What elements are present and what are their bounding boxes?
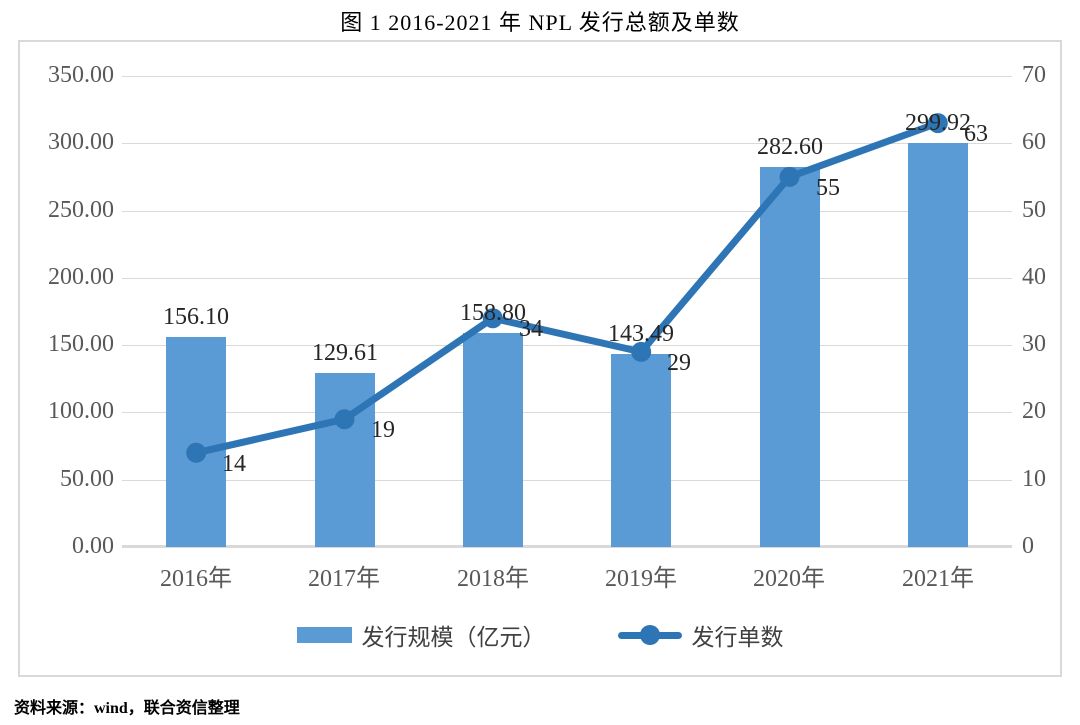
legend-label-bar-series: 发行规模（亿元）	[361, 625, 546, 650]
x-axis-category-label: 2019年	[605, 566, 677, 592]
bar	[611, 354, 671, 547]
y-axis-right-tick-label: 50	[1022, 197, 1046, 223]
line-value-label: 63	[964, 121, 988, 147]
y-axis-right: 70 60 50 40 30 20 10 0	[1022, 62, 1062, 559]
gridline	[122, 143, 1012, 144]
y-axis-left-tick-label: 200.00	[48, 264, 114, 290]
y-axis-right-tick-label: 0	[1022, 533, 1034, 559]
legend-item-bar-series: 发行规模（亿元）	[296, 618, 546, 652]
line-value-label: 19	[371, 417, 395, 443]
y-axis-left-tick-label: 100.00	[48, 398, 114, 424]
y-axis-left-tick-label: 50.00	[60, 466, 114, 492]
y-axis-right-tick-label: 60	[1022, 129, 1046, 155]
line-value-label: 55	[816, 175, 840, 201]
bar	[166, 337, 226, 547]
x-axis-category-label: 2016年	[160, 566, 232, 592]
x-axis-category-label: 2017年	[308, 566, 380, 592]
plot-area: 156.10 129.61 158.80 143.49 282.60 299.92 14 19…	[122, 76, 1012, 548]
chart-title: 图 1 2016-2021 年 NPL 发行总额及单数	[340, 10, 740, 35]
gridline	[122, 345, 1012, 346]
gridline	[122, 480, 1012, 481]
y-axis-right-tick-label: 70	[1022, 62, 1046, 88]
bar-value-label: 158.80	[460, 300, 526, 326]
x-axis-category-label: 2020年	[753, 566, 825, 592]
gridline	[122, 412, 1012, 413]
x-axis-category-label: 2021年	[902, 566, 974, 592]
bar-value-label: 129.61	[312, 340, 378, 366]
legend-item-line-series: 发行单数	[617, 618, 784, 652]
line-value-label: 29	[667, 350, 691, 376]
bar-value-label: 282.60	[757, 134, 823, 160]
y-axis-right-tick-label: 10	[1022, 466, 1046, 492]
line-point-marker	[779, 166, 800, 187]
bar-value-label: 156.10	[163, 304, 229, 330]
line-value-label: 34	[519, 316, 543, 342]
y-axis-right-tick-label: 40	[1022, 264, 1046, 290]
line-point-marker	[482, 308, 503, 329]
bar-value-label: 299.92	[905, 110, 971, 136]
legend-label-line-series: 发行单数	[691, 625, 784, 650]
x-axis: 2016年 2017年 2018年 2019年 2020年 2021年	[122, 558, 1012, 592]
y-axis-left-tick-label: 350.00	[48, 62, 114, 88]
line-swatch-icon	[617, 624, 682, 646]
y-axis-left-tick-label: 300.00	[48, 129, 114, 155]
bar	[760, 167, 820, 547]
x-axis-baseline	[122, 545, 1012, 548]
gridline	[122, 211, 1012, 212]
bar	[463, 333, 523, 547]
x-axis-category-label: 2018年	[457, 566, 529, 592]
source-note: 资料来源：wind，联合资信整理	[14, 700, 240, 717]
y-axis-left-tick-label: 250.00	[48, 197, 114, 223]
gridline	[122, 278, 1012, 279]
y-axis-left: 350.00 300.00 250.00 200.00 150.00 100.00 50.0…	[26, 62, 114, 559]
line-series	[186, 113, 948, 463]
line-point-marker	[631, 341, 652, 362]
line-point-marker	[334, 409, 355, 430]
y-axis-left-tick-label: 150.00	[48, 331, 114, 357]
line-path	[192, 119, 942, 457]
bar	[908, 143, 968, 547]
line-point-marker	[186, 442, 207, 463]
chart-frame: 350.00 300.00 250.00 200.00 150.00 100.00 50.0…	[18, 40, 1062, 677]
gridline	[122, 76, 1012, 77]
bar-swatch-icon	[296, 627, 352, 643]
y-axis-right-tick-label: 30	[1022, 331, 1046, 357]
line-value-label: 14	[222, 451, 246, 477]
y-axis-left-tick-label: 0.00	[72, 533, 114, 559]
bar-value-label: 143.49	[608, 321, 674, 347]
y-axis-right-tick-label: 20	[1022, 398, 1046, 424]
line-point-marker	[927, 113, 948, 134]
legend: 发行规模（亿元） 发行单数	[20, 618, 1060, 652]
